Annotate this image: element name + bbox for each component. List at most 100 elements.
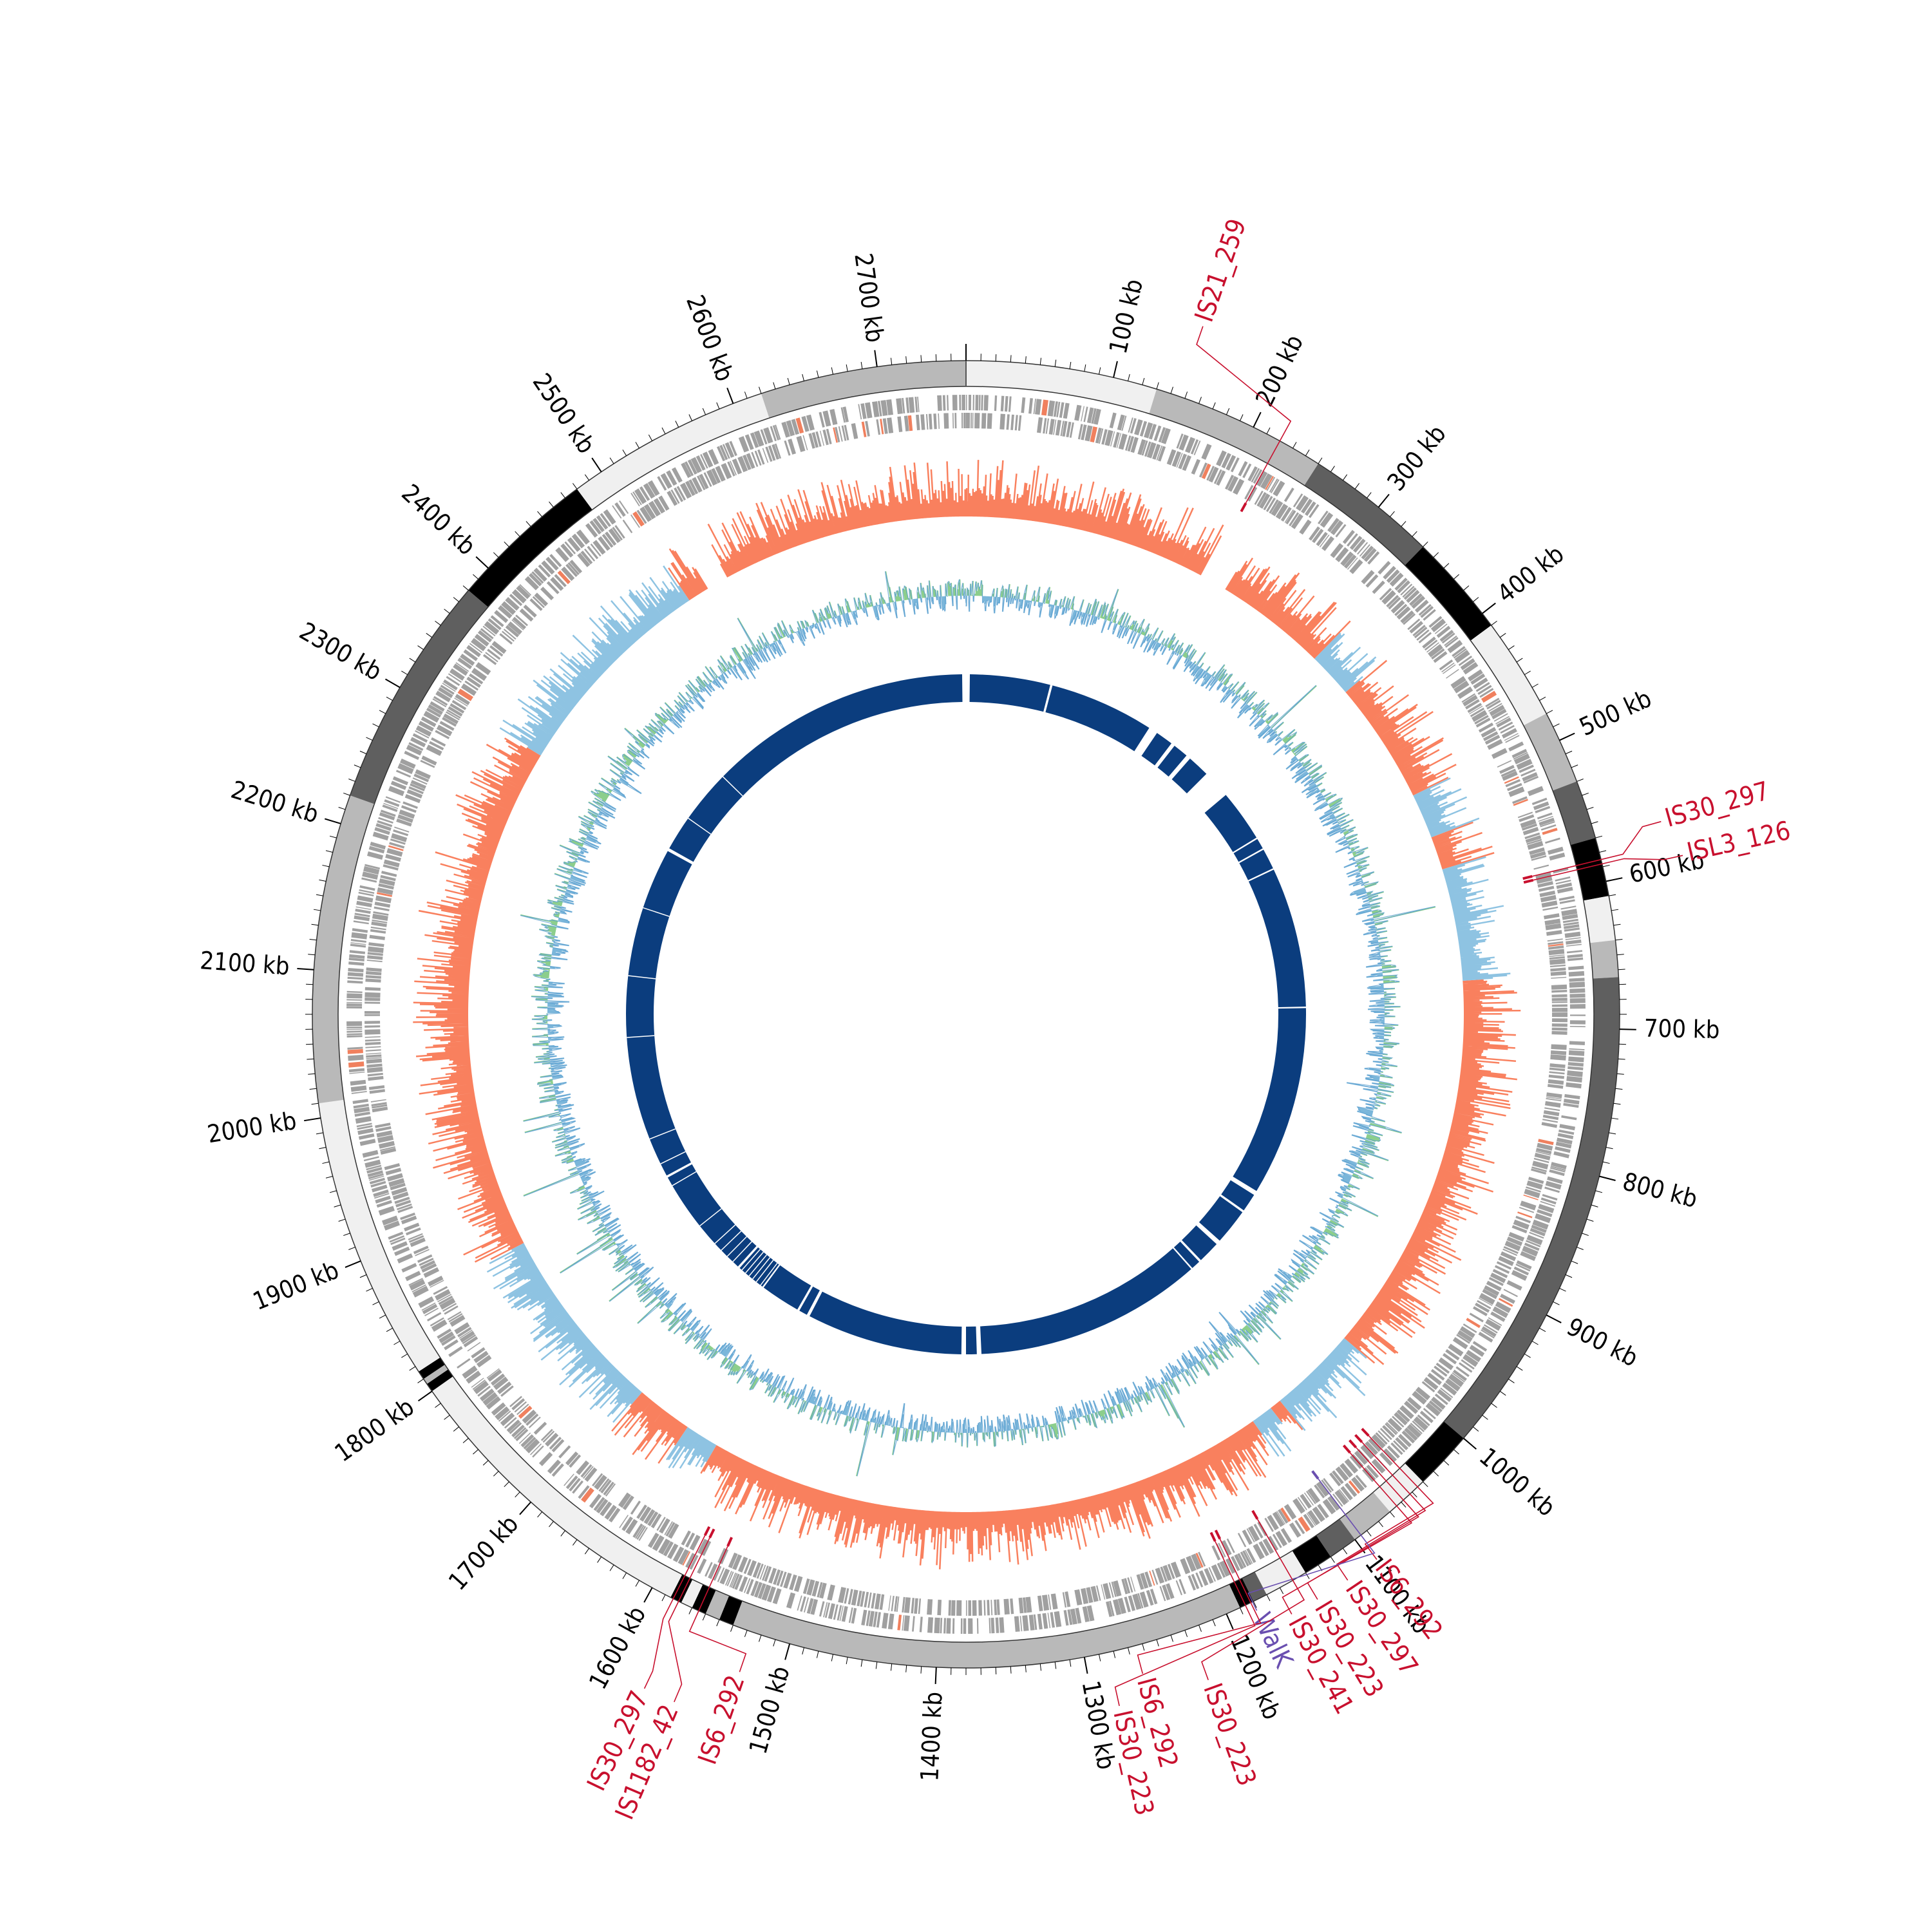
gene-feature-reverse bbox=[907, 415, 913, 431]
gene-feature-forward bbox=[1355, 1474, 1367, 1488]
karyotype-band bbox=[468, 489, 592, 607]
gene-feature-reverse bbox=[622, 519, 633, 533]
gene-feature-forward bbox=[619, 500, 629, 515]
gene-feature-reverse bbox=[920, 414, 925, 430]
gene-feature-reverse bbox=[516, 1403, 529, 1416]
gene-feature-forward bbox=[560, 543, 574, 558]
gene-feature-forward bbox=[1204, 1567, 1214, 1584]
tick-label: 500 kb bbox=[1575, 684, 1656, 741]
synteny-block bbox=[810, 1291, 962, 1354]
karyotype-band bbox=[423, 1364, 448, 1384]
gene-feature-reverse bbox=[415, 1249, 430, 1256]
gene-feature-reverse bbox=[665, 1522, 676, 1537]
gene-feature-reverse bbox=[888, 1595, 891, 1611]
major-tick bbox=[591, 457, 602, 473]
gene-feature-reverse bbox=[383, 859, 400, 867]
gene-feature-forward bbox=[1568, 1050, 1585, 1056]
gene-feature-reverse bbox=[1517, 811, 1533, 819]
gene-feature-reverse bbox=[1285, 510, 1296, 525]
gene-feature-forward bbox=[1342, 529, 1355, 544]
gene-feature-reverse bbox=[1191, 1553, 1202, 1570]
minor-tick bbox=[1565, 750, 1573, 755]
gene-feature-reverse bbox=[793, 1575, 803, 1592]
gene-feature-forward bbox=[1230, 457, 1240, 473]
gene-feature-reverse bbox=[1379, 587, 1392, 601]
gene-feature-reverse bbox=[1060, 421, 1065, 437]
minor-tick bbox=[816, 1651, 819, 1658]
gene-feature-reverse bbox=[643, 1509, 656, 1524]
gene-feature-reverse bbox=[983, 1600, 986, 1616]
gene-feature-forward bbox=[1419, 1410, 1434, 1423]
gene-feature-forward bbox=[1403, 587, 1417, 600]
gene-feature-forward bbox=[1348, 1480, 1361, 1494]
gene-feature-forward bbox=[1535, 1213, 1551, 1224]
gene-feature-forward bbox=[1361, 545, 1374, 560]
minor-tick bbox=[1389, 511, 1395, 517]
gene-feature-forward bbox=[1112, 1599, 1122, 1616]
gene-feature-reverse bbox=[421, 1263, 437, 1273]
gene-feature-forward bbox=[786, 420, 795, 437]
gene-feature-forward bbox=[634, 488, 647, 504]
gene-feature-reverse bbox=[379, 878, 395, 886]
gene-feature-reverse bbox=[1186, 1555, 1197, 1572]
gene-feature-reverse bbox=[1412, 625, 1426, 637]
minor-tick bbox=[493, 552, 499, 558]
gene-feature-forward bbox=[968, 395, 972, 411]
gene-feature-reverse bbox=[1156, 445, 1163, 460]
gene-feature-forward bbox=[729, 1572, 737, 1587]
gene-feature-forward bbox=[990, 1618, 995, 1634]
tick-label: 1400 kb bbox=[915, 1691, 947, 1782]
gene-feature-forward bbox=[724, 442, 735, 458]
gene-feature-reverse bbox=[1382, 1425, 1396, 1438]
gene-feature-reverse bbox=[1280, 507, 1292, 522]
gene-feature-forward bbox=[435, 690, 451, 703]
tick-label: 2600 kb bbox=[681, 291, 739, 385]
gene-feature-reverse bbox=[366, 1063, 383, 1068]
gene-feature-forward bbox=[914, 397, 918, 413]
gene-feature-reverse bbox=[487, 1369, 502, 1382]
gene-feature-forward bbox=[430, 701, 445, 712]
gene-feature-forward bbox=[696, 455, 706, 471]
gene-feature-reverse bbox=[1539, 890, 1556, 898]
gene-feature-forward bbox=[1566, 950, 1583, 954]
tick-label: 1900 kb bbox=[249, 1256, 343, 1316]
gene-feature-reverse bbox=[764, 1566, 772, 1582]
gene-feature-forward bbox=[366, 1167, 383, 1174]
gene-feature-reverse bbox=[1513, 1219, 1530, 1230]
gene-feature-reverse bbox=[1457, 1330, 1473, 1343]
gene-feature-forward bbox=[872, 401, 880, 417]
gene-feature-reverse bbox=[1530, 851, 1546, 859]
gene-feature-forward bbox=[1128, 417, 1133, 433]
minor-tick bbox=[526, 521, 531, 527]
annotation-leader-line bbox=[668, 1537, 710, 1703]
minor-tick bbox=[1553, 723, 1560, 728]
gene-feature-reverse bbox=[1551, 1018, 1567, 1023]
gene-feature-reverse bbox=[896, 1596, 900, 1612]
synteny-gap bbox=[732, 1241, 752, 1262]
gene-feature-forward bbox=[346, 1006, 363, 1009]
gene-feature-reverse bbox=[1511, 1225, 1528, 1234]
gene-feature-reverse bbox=[667, 490, 678, 506]
gene-feature-reverse bbox=[1508, 786, 1525, 797]
minor-tick bbox=[773, 1639, 776, 1647]
gene-feature-forward bbox=[1558, 1129, 1575, 1135]
major-tick bbox=[1619, 1028, 1636, 1030]
gene-feature-forward bbox=[357, 1125, 373, 1130]
gene-feature-reverse bbox=[1111, 1582, 1117, 1597]
karyotype-band bbox=[705, 1590, 730, 1620]
major-tick bbox=[1253, 412, 1262, 428]
minor-tick bbox=[1099, 367, 1101, 375]
gene-feature-reverse bbox=[1412, 1390, 1427, 1405]
gene-feature-forward bbox=[1394, 577, 1408, 591]
gene-feature-forward bbox=[523, 1437, 536, 1450]
gene-feature-reverse bbox=[1090, 426, 1098, 442]
minor-tick bbox=[343, 1233, 350, 1236]
tick-label: 1500 kb bbox=[744, 1663, 795, 1757]
gene-feature-forward bbox=[1503, 1289, 1518, 1298]
gene-feature-reverse bbox=[569, 560, 583, 574]
gene-feature-forward bbox=[848, 1607, 853, 1624]
gene-feature-reverse bbox=[1542, 1114, 1559, 1121]
gene-feature-reverse bbox=[507, 621, 522, 635]
gene-feature-forward bbox=[1555, 876, 1571, 882]
is-element-marker bbox=[726, 1537, 733, 1547]
